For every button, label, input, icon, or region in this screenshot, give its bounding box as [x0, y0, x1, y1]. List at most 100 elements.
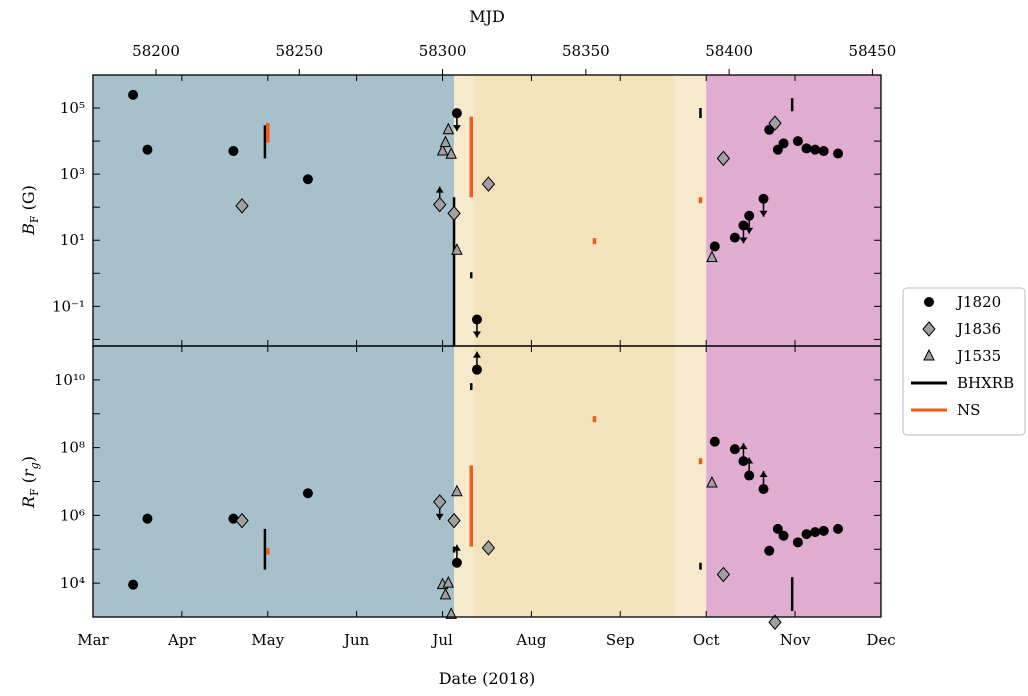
point-rf-J1535-1	[439, 587, 452, 600]
month-label-2: May	[251, 631, 284, 649]
ytick-label-bf-3: 10³	[60, 165, 85, 183]
point-bf-J1820-14	[792, 136, 803, 147]
point-bf-J1820-15	[801, 143, 812, 154]
ytick-label-rf-6: 10⁶	[60, 506, 85, 524]
state-band-rf-2	[474, 346, 675, 617]
top-x-axis-title: MJD	[469, 7, 505, 26]
limit-arrow-rf-J1820-8	[739, 443, 748, 450]
point-rf-J1820-18	[833, 523, 844, 534]
x-axis-title: Date (2018)	[439, 669, 536, 688]
month-label-8: Nov	[780, 631, 811, 649]
y-axis-title-bf: BF (G)	[19, 185, 41, 236]
point-bf-J1820-10	[758, 193, 769, 204]
point-rf-J1535-2	[442, 576, 455, 588]
point-bf-J1535-5	[706, 250, 718, 263]
limit-arrow-rf-J1820-5	[472, 351, 481, 358]
point-rf-J1836-1	[433, 494, 447, 510]
point-bf-J1535-4	[451, 243, 463, 255]
point-bf-J1836-0	[235, 198, 249, 214]
point-bf-J1535-1	[439, 135, 452, 148]
point-bf-J1820-4	[451, 108, 462, 119]
point-bf-J1820-18	[833, 148, 844, 159]
legend-box	[902, 287, 1026, 436]
ytick-label-rf-8: 10⁸	[60, 439, 85, 457]
state-band-bf-2	[474, 75, 675, 346]
legend: J1820 J1836 J1535 BHXRB NS	[902, 287, 1026, 436]
month-label-1: Apr	[167, 631, 196, 649]
point-bf-J1820-0	[128, 89, 139, 100]
state-band-rf-3	[674, 346, 707, 617]
point-rf-J1820-1	[142, 513, 153, 524]
limit-arrow-bf-J1820-8	[739, 237, 748, 244]
state-band-bf-3	[674, 75, 707, 346]
month-label-3: Jun	[342, 631, 370, 649]
month-label-4: Jul	[430, 631, 453, 649]
axis-ticks: 10⁻¹ 10¹ 10³ 10⁵ 10⁴ 10⁶ 10⁸ 10¹⁰ Mar Apr May Jun Ju…	[52, 42, 896, 649]
point-bf-J1820-2	[228, 146, 239, 157]
legend-label-4: NS	[957, 401, 980, 419]
state-band-rf-0	[93, 346, 455, 617]
limit-arrow-rf-J1820-4	[452, 544, 461, 551]
point-rf-J1836-5	[768, 614, 782, 631]
point-rf-J1820-0	[128, 579, 139, 590]
point-rf-J1820-12	[772, 523, 783, 534]
point-bf-J1820-3	[302, 174, 313, 185]
limit-arrow-bf-J1820-10	[759, 210, 768, 217]
point-rf-J1820-16	[810, 527, 821, 538]
mjd-label-5: 58450	[849, 42, 897, 60]
legend-label-2: J1535	[955, 347, 1001, 365]
point-rf-J1836-2	[447, 512, 461, 529]
point-bf-J1820-6	[709, 241, 720, 252]
point-rf-J1820-7	[729, 444, 740, 455]
month-label-0: Mar	[77, 631, 109, 649]
limit-arrow-bf-J1820-4	[452, 125, 461, 132]
point-rf-J1820-17	[818, 525, 829, 536]
point-bf-J1820-1	[142, 144, 153, 155]
point-bf-J1820-16	[810, 144, 821, 155]
mjd-label-0: 58200	[132, 42, 180, 60]
point-rf-J1535-5	[706, 475, 718, 488]
point-bf-J1820-17	[818, 146, 829, 157]
point-bf-J1535-3	[445, 147, 457, 159]
point-rf-J1820-10	[758, 484, 769, 495]
limit-arrow-rf-J1820-10	[759, 471, 768, 478]
state-band-rf-4	[706, 346, 881, 617]
state-band-bf-4	[706, 75, 881, 346]
legend-marker-0	[924, 297, 934, 307]
legend-label-1: J1836	[955, 320, 1001, 338]
point-bf-J1820-13	[778, 138, 789, 149]
point-bf-J1836-1	[433, 196, 447, 213]
point-bf-J1535-0	[436, 143, 449, 156]
month-label-6: Sep	[606, 631, 635, 649]
month-label-5: Aug	[515, 631, 546, 649]
ytick-label-bf--1: 10⁻¹	[52, 297, 85, 315]
point-rf-J1535-4	[451, 484, 463, 497]
ytick-label-rf-10: 10¹⁰	[54, 371, 85, 389]
ytick-label-rf-4: 10⁴	[60, 574, 85, 592]
month-label-7: Oct	[693, 631, 720, 649]
ytick-label-bf-5: 10⁵	[60, 99, 85, 117]
point-rf-J1836-3	[481, 540, 496, 556]
legend-marker-2	[923, 348, 935, 361]
point-bf-J1820-9	[744, 210, 755, 221]
limit-arrow-bf-J1820-9	[745, 227, 754, 234]
legend-marker-1	[922, 321, 936, 337]
mjd-label-1: 58250	[275, 42, 323, 60]
point-rf-J1820-8	[738, 456, 749, 467]
point-rf-J1820-5	[471, 364, 482, 375]
state-band-bf-1	[454, 75, 475, 346]
mjd-label-4: 58400	[705, 42, 753, 60]
point-bf-J1820-7	[729, 232, 740, 243]
point-rf-J1820-9	[744, 470, 755, 481]
point-bf-J1836-5	[768, 115, 782, 131]
point-rf-J1820-13	[778, 530, 789, 541]
point-bf-J1836-2	[447, 205, 461, 222]
legend-label-0: J1820	[955, 293, 1001, 311]
limit-arrow-bf-J1836-1	[435, 186, 444, 193]
point-bf-J1820-11	[764, 124, 775, 135]
point-rf-J1820-15	[801, 529, 812, 540]
point-rf-J1820-11	[764, 545, 775, 556]
point-bf-J1535-2	[442, 122, 455, 135]
point-rf-J1836-4	[716, 566, 731, 583]
